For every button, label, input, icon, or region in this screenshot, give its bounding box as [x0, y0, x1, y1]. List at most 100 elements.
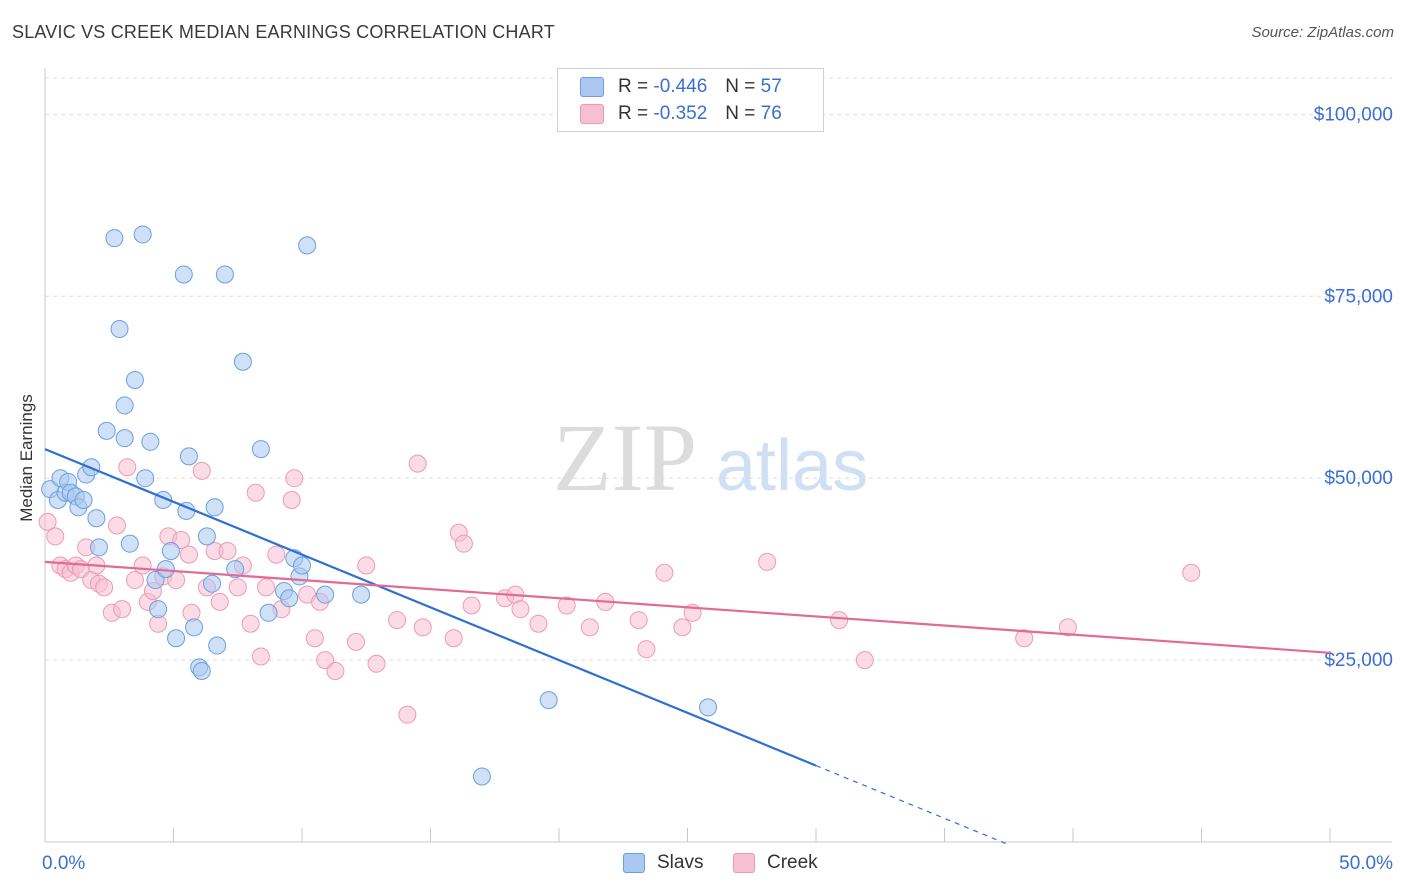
data-point [326, 662, 345, 681]
data-point [107, 516, 126, 535]
watermark: ZIP atlas [553, 404, 868, 511]
data-point [125, 571, 144, 590]
legend-n-label: N = [725, 103, 756, 124]
axes [44, 68, 1392, 843]
data-point [444, 629, 463, 648]
legend-n-label: N = [725, 76, 756, 97]
x-tick-label: 50.0% [1339, 853, 1393, 874]
watermark-zip: ZIP [553, 404, 697, 511]
data-point [192, 662, 211, 681]
data-point [203, 574, 222, 593]
data-point [699, 698, 718, 717]
data-point [125, 370, 144, 389]
data-point [855, 651, 874, 670]
data-point [367, 654, 386, 673]
legend-row-creek: R = -0.352 N = 76 [580, 102, 782, 126]
data-point [316, 585, 335, 604]
data-point [557, 596, 576, 615]
data-point [352, 585, 371, 604]
legend-r-label: R = [618, 76, 649, 97]
data-point [388, 611, 407, 630]
y-tick-label: $100,000 [1314, 104, 1393, 125]
data-point [149, 600, 168, 619]
data-point [413, 618, 432, 637]
data-point [161, 541, 180, 560]
data-point [228, 578, 247, 597]
data-point [529, 614, 548, 633]
data-point [1182, 563, 1201, 582]
data-point [110, 320, 129, 339]
data-point [280, 589, 299, 608]
data-point [629, 611, 648, 630]
data-point [215, 265, 234, 284]
chart-title: SLAVIC VS CREEK MEDIAN EARNINGS CORRELAT… [12, 22, 555, 42]
legend-swatch-slavs [580, 77, 604, 97]
data-point [462, 596, 481, 615]
data-point [179, 447, 198, 466]
y-tick-label: $50,000 [1324, 468, 1393, 489]
data-point [120, 534, 139, 553]
data-point [136, 469, 155, 488]
data-point [305, 629, 324, 648]
data-point [205, 498, 224, 517]
data-point [511, 600, 530, 619]
data-point [197, 527, 216, 546]
x-tick-label: 0.0% [42, 853, 85, 874]
data-point [241, 614, 260, 633]
data-point [141, 432, 160, 451]
data-point [115, 429, 134, 448]
legend-row-slavs: R = -0.446 N = 57 [580, 75, 782, 99]
bottom-legend-creek: Creek [733, 852, 818, 874]
data-point [74, 491, 93, 510]
data-point [357, 556, 376, 575]
data-point [655, 563, 674, 582]
legend-n-value: 76 [760, 103, 782, 124]
data-point [113, 600, 132, 619]
legend-r-value: -0.352 [653, 103, 708, 124]
data-point [539, 691, 558, 710]
data-point [174, 265, 193, 284]
legend-r-value: -0.446 [653, 76, 708, 97]
data-point [346, 632, 365, 651]
data-point [118, 458, 137, 477]
source-label: Source: ZipAtlas.com [1251, 24, 1394, 41]
watermark-atlas: atlas [716, 426, 868, 506]
data-point [226, 560, 245, 579]
data-point [105, 229, 124, 248]
data-point [259, 603, 278, 622]
legend-label-creek: Creek [767, 852, 818, 873]
data-point [115, 396, 134, 415]
data-point [133, 556, 152, 575]
data-point [233, 352, 252, 371]
y-tick-labels: $25,000 $50,000 $75,000 $100,000 [1314, 104, 1393, 671]
legend-r-label: R = [618, 103, 649, 124]
trend-line [44, 560, 1331, 654]
data-point [133, 225, 152, 244]
data-point [257, 578, 276, 597]
data-point [673, 618, 692, 637]
data-point [46, 527, 65, 546]
data-point [293, 556, 311, 575]
data-point [38, 512, 57, 531]
data-point [185, 618, 204, 637]
data-point [580, 618, 599, 637]
data-point [218, 541, 237, 560]
data-point [246, 483, 265, 502]
legend-swatch-creek [733, 853, 755, 873]
legend-swatch-creek [580, 104, 604, 124]
y-tick-label: $75,000 [1324, 286, 1393, 307]
data-point [251, 647, 270, 666]
data-point [208, 636, 227, 655]
slavs-points [41, 225, 718, 786]
trend-line-extension [815, 765, 1009, 846]
data-point [454, 534, 473, 553]
data-point [830, 611, 849, 630]
data-point [89, 538, 108, 557]
data-point [282, 491, 301, 510]
data-point [298, 236, 317, 255]
data-point [87, 509, 106, 528]
data-point [1058, 618, 1077, 637]
y-tick-label: $25,000 [1324, 650, 1393, 671]
data-point [1015, 629, 1034, 648]
